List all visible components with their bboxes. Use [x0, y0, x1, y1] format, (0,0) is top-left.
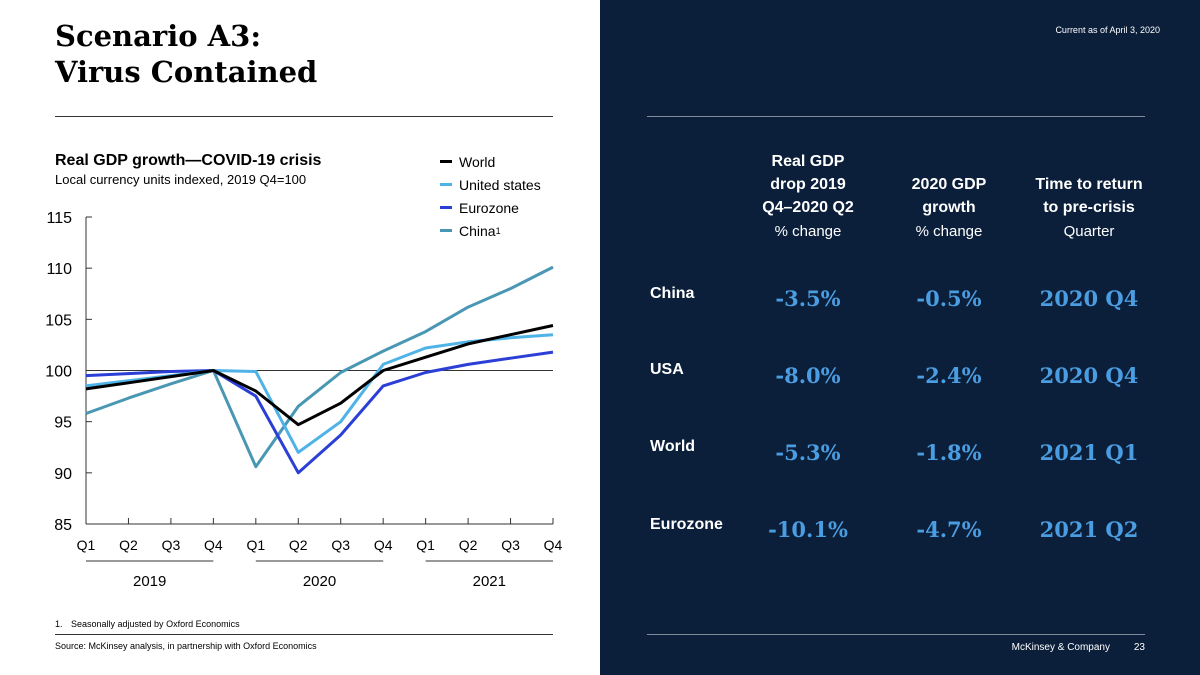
column-header-gdp-drop-unit: % change: [774, 223, 842, 240]
source-note: Source: McKinsey analysis, in partnershi…: [55, 641, 317, 651]
cell-china-growth: -0.5%: [916, 286, 982, 311]
year-group-label: 2019: [133, 573, 166, 590]
x-tick-label: Q4: [204, 537, 223, 553]
column-header-gdp-drop-line2: drop 2019: [770, 176, 846, 193]
column-header-gdp-growth-line2: growth: [922, 199, 976, 216]
chart-title: Real GDP growth—COVID-19 crisis: [55, 152, 322, 169]
footnote: 1. Seasonally adjusted by Oxford Economic…: [55, 619, 240, 629]
x-tick-label: Q3: [501, 537, 520, 553]
legend-swatch-world: [440, 160, 452, 163]
footnote-text: Seasonally adjusted by Oxford Economics: [71, 619, 240, 629]
row-label-eurozone: Eurozone: [650, 516, 723, 533]
x-tick-label: Q1: [77, 537, 96, 553]
y-tick-label: 110: [46, 261, 72, 278]
slide-title-line2: Virus Contained: [55, 55, 318, 89]
gdp-line-chart: 85 90 95 100 105 110 115 Q1 Q2 Q3 Q4 Q1 Q2 Q3 Q4 Q1 Q2 Q3…: [45, 210, 563, 590]
row-label-usa: USA: [650, 361, 684, 378]
chart-legend: World United states Eurozone China 1: [440, 150, 541, 242]
y-tick-label: 90: [54, 466, 72, 483]
legend-item-world: World: [440, 150, 541, 173]
row-label-world: World: [650, 438, 696, 455]
y-tick-label: 85: [54, 517, 72, 534]
y-tick-label: 100: [45, 364, 72, 381]
column-header-gdp-drop-line1: Real GDP: [771, 153, 845, 170]
right-panel: Current as of April 3, 2020 Real GDP dro…: [600, 0, 1200, 675]
left-panel: Scenario A3: Virus Contained Real GDP gr…: [45, 18, 563, 651]
title-divider: [55, 116, 553, 117]
table-top-divider: [647, 116, 1145, 117]
cell-china-drop: -3.5%: [775, 286, 841, 311]
legend-item-eurozone: Eurozone: [440, 196, 541, 219]
legend-swatch-eurozone: [440, 206, 452, 209]
year-group-label: 2021: [473, 573, 506, 590]
y-tick-label: 115: [46, 210, 72, 227]
footnote-number: 1.: [55, 619, 63, 629]
footer-divider: [647, 634, 1145, 635]
year-group-label: 2020: [303, 573, 336, 590]
column-header-return-time-unit: Quarter: [1063, 223, 1115, 240]
x-tick-label: Q1: [416, 537, 435, 553]
series-line-china: [85, 265, 554, 469]
slide-title: Scenario A3: Virus Contained: [55, 18, 317, 90]
page-number: 23: [1133, 642, 1145, 653]
x-tick-label: Q1: [246, 537, 265, 553]
column-header-gdp-drop: Real GDP drop 2019 Q4–2020 Q2 % change: [733, 150, 883, 243]
legend-swatch-china: [440, 229, 452, 232]
column-header-gdp-growth-unit: % change: [915, 223, 983, 240]
company-name: McKinsey & Company: [1011, 642, 1110, 653]
cell-eurozone-return: 2021 Q2: [1039, 517, 1139, 542]
x-tick-label: Q2: [459, 537, 478, 553]
row-label-china: China: [650, 285, 695, 302]
legend-label-china: China: [459, 222, 496, 239]
legend-label-eurozone: Eurozone: [459, 199, 519, 216]
x-tick-label: Q3: [331, 537, 350, 553]
column-header-return-time-line1: Time to return: [1035, 176, 1143, 193]
cell-china-return: 2020 Q4: [1039, 286, 1139, 311]
cell-usa-growth: -2.4%: [916, 363, 982, 388]
y-tick-label: 105: [45, 312, 72, 329]
column-header-return-time: Time to return to pre-crisis Quarter: [1014, 173, 1164, 243]
cell-usa-return: 2020 Q4: [1039, 363, 1139, 388]
cell-world-return: 2021 Q1: [1039, 440, 1139, 465]
legend-item-china: China 1: [440, 219, 541, 242]
cell-world-drop: -5.3%: [775, 440, 841, 465]
cell-eurozone-growth: -4.7%: [916, 517, 982, 542]
legend-label-us: United states: [459, 176, 541, 193]
chart-subtitle: Local currency units indexed, 2019 Q4=10…: [55, 172, 307, 187]
column-header-gdp-growth: 2020 GDP growth % change: [874, 173, 1024, 243]
legend-label-world: World: [459, 153, 496, 170]
column-header-gdp-drop-line3: Q4–2020 Q2: [762, 199, 854, 216]
x-tick-label: Q3: [162, 537, 181, 553]
slide-title-line1: Scenario A3:: [55, 19, 262, 53]
column-header-gdp-growth-line1: 2020 GDP: [911, 176, 987, 193]
date-note: Current as of April 3, 2020: [1055, 25, 1160, 35]
x-tick-label: Q4: [544, 537, 563, 553]
column-header-return-time-line2: to pre-crisis: [1043, 199, 1135, 216]
series-line-eurozone: [85, 350, 554, 475]
y-tick-label: 95: [54, 415, 72, 432]
source-divider: [55, 634, 553, 635]
cell-usa-drop: -8.0%: [775, 363, 841, 388]
cell-world-growth: -1.8%: [916, 440, 982, 465]
series-line-united-states: [85, 333, 554, 454]
x-tick-label: Q2: [289, 537, 308, 553]
legend-swatch-us: [440, 183, 452, 186]
legend-item-us: United states: [440, 173, 541, 196]
cell-eurozone-drop: -10.1%: [768, 517, 848, 542]
series-line-world: [85, 324, 554, 427]
x-tick-label: Q4: [374, 537, 393, 553]
x-tick-label: Q2: [119, 537, 138, 553]
